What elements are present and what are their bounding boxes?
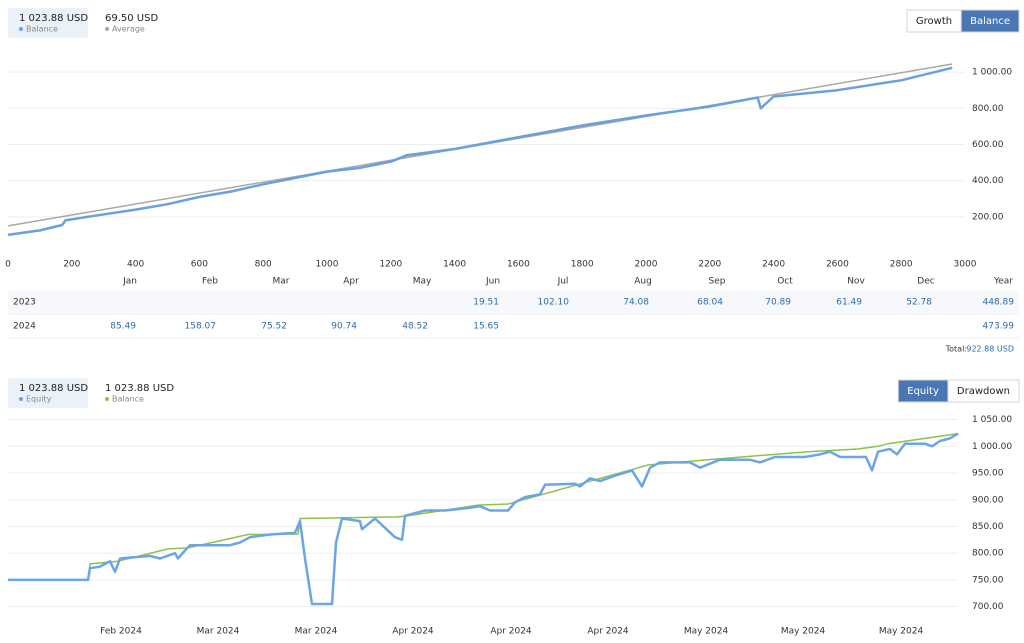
column-header: May — [413, 277, 432, 287]
column-header: Mar — [273, 277, 290, 287]
y-tick-label: 1 000.00 — [972, 68, 1012, 78]
cell-value: 15.65 — [473, 322, 499, 332]
legend-dot — [105, 27, 109, 31]
series-line — [8, 432, 959, 606]
y-tick-label: 400.00 — [972, 176, 1004, 186]
x-tick-label: 2400 — [762, 260, 785, 270]
x-tick-label: 400 — [127, 260, 144, 270]
legend-value: 69.50 USD — [105, 13, 158, 24]
cell-value: 52.78 — [906, 298, 932, 308]
x-tick-label: 1400 — [443, 260, 466, 270]
cell-value: 102.10 — [538, 298, 570, 308]
column-header: Year — [993, 277, 1013, 287]
x-tick-label: Apr 2024 — [392, 627, 434, 637]
legend-dot — [19, 27, 23, 31]
legend-dot — [19, 397, 23, 401]
y-tick-label: 1 050.00 — [972, 415, 1012, 425]
cell-value: 48.52 — [402, 322, 428, 332]
tab-button[interactable] — [897, 379, 949, 403]
row-bg — [8, 291, 1019, 313]
tab-button-label[interactable]: Balance — [970, 16, 1010, 27]
row-label: 2023 — [13, 298, 36, 308]
x-tick-label: May 2024 — [879, 627, 924, 637]
legend-value: 1 023.88 USD — [19, 13, 88, 24]
y-tick-label: 1 000.00 — [972, 442, 1012, 452]
cell-value: 68.04 — [697, 298, 723, 308]
x-tick-label: Mar 2024 — [197, 627, 240, 637]
column-header: Oct — [777, 277, 793, 287]
legend-box — [8, 378, 88, 408]
legend-name: Balance — [26, 25, 58, 34]
legend-name: Average — [112, 25, 145, 34]
y-tick-label: 800.00 — [972, 549, 1004, 559]
legend-value: 1 023.88 USD — [105, 383, 174, 394]
x-tick-label: 200 — [63, 260, 80, 270]
series-line — [7, 66, 953, 237]
x-tick-label: Feb 2024 — [100, 627, 142, 637]
cell-value: 70.89 — [765, 298, 791, 308]
cell-value: 448.89 — [983, 298, 1015, 308]
total-value: 922.88 USD — [966, 345, 1014, 354]
legend-name: Balance — [112, 395, 144, 404]
x-tick-label: May 2024 — [684, 627, 729, 637]
cell-value: 61.49 — [836, 298, 862, 308]
cell-value: 158.07 — [185, 322, 217, 332]
x-tick-label: 2600 — [826, 260, 849, 270]
cell-value: 19.51 — [473, 298, 499, 308]
row-label: 2024 — [13, 322, 36, 332]
cell-value: 74.08 — [623, 298, 649, 308]
y-tick-label: 200.00 — [972, 212, 1004, 222]
x-tick-label: May 2024 — [781, 627, 826, 637]
column-header: Jan — [122, 277, 137, 287]
legend-box — [8, 8, 88, 38]
x-tick-label: 1200 — [379, 260, 402, 270]
x-tick-label: 2800 — [890, 260, 913, 270]
x-tick-label: Apr 2024 — [490, 627, 532, 637]
x-tick-label: 0 — [5, 260, 11, 270]
legend-dot — [105, 397, 109, 401]
column-header: Feb — [202, 277, 218, 287]
y-tick-label: 850.00 — [972, 522, 1004, 532]
column-header: Apr — [343, 277, 359, 287]
y-tick-label: 700.00 — [972, 602, 1004, 612]
column-header: Aug — [634, 277, 652, 287]
tab-button-label[interactable]: Drawdown — [957, 386, 1010, 397]
x-tick-label: 1600 — [507, 260, 530, 270]
tab-button-label[interactable]: Equity — [907, 386, 939, 397]
y-tick-label: 600.00 — [972, 140, 1004, 150]
y-tick-label: 800.00 — [972, 104, 1004, 114]
x-tick-label: Mar 2024 — [295, 627, 338, 637]
x-tick-label: 800 — [255, 260, 272, 270]
cell-value: 90.74 — [331, 322, 357, 332]
x-tick-label: Apr 2024 — [587, 627, 629, 637]
tab-button[interactable] — [906, 9, 962, 33]
x-tick-label: 1000 — [316, 260, 339, 270]
column-header: Jul — [557, 277, 569, 287]
x-tick-label: 600 — [191, 260, 208, 270]
x-tick-label: 2000 — [635, 260, 658, 270]
y-tick-label: 950.00 — [972, 469, 1004, 479]
legend-value: 1 023.88 USD — [19, 383, 88, 394]
x-tick-label: 2200 — [698, 260, 721, 270]
column-header: Jun — [485, 277, 500, 287]
legend-name: Equity — [26, 395, 52, 404]
column-header: Nov — [847, 277, 865, 287]
cell-value: 473.99 — [983, 322, 1015, 332]
y-tick-label: 900.00 — [972, 495, 1004, 505]
tab-button-label[interactable]: Growth — [916, 16, 952, 27]
y-tick-label: 750.00 — [972, 575, 1004, 585]
cell-value: 85.49 — [110, 322, 136, 332]
total-label: Total: — [945, 345, 967, 354]
cell-value: 75.52 — [261, 322, 287, 332]
column-header: Dec — [917, 277, 934, 287]
x-tick-label: 3000 — [954, 260, 977, 270]
column-header: Sep — [709, 277, 726, 287]
x-tick-label: 1800 — [571, 260, 594, 270]
